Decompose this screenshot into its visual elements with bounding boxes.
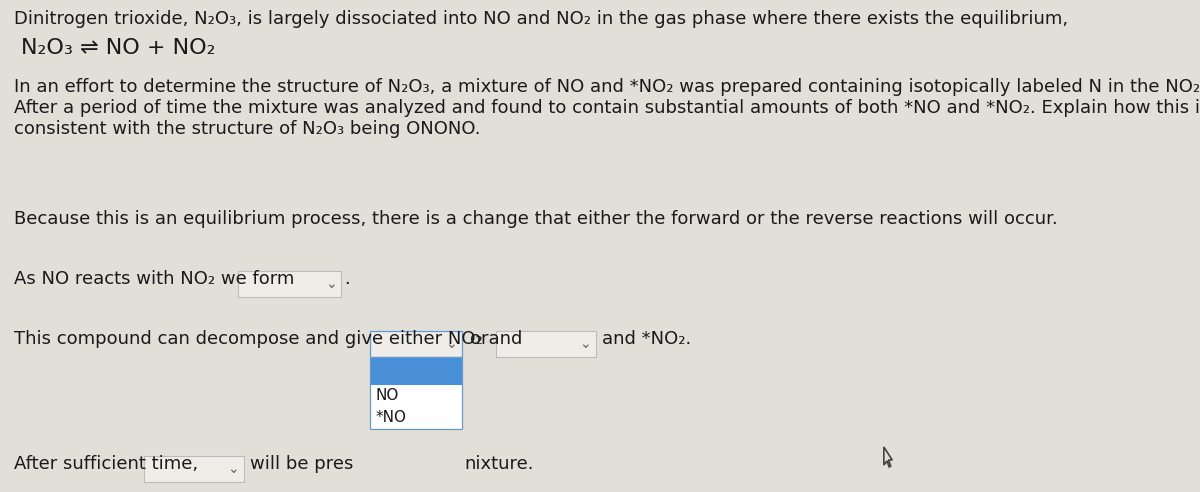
Bar <box>238 271 342 297</box>
Text: After a period of time the mixture was analyzed and found to contain substantial: After a period of time the mixture was a… <box>14 99 1200 117</box>
Text: will be pres: will be pres <box>250 455 354 473</box>
Text: nixture.: nixture. <box>464 455 534 473</box>
Text: ⌄: ⌄ <box>580 337 592 351</box>
Bar <box>144 456 244 482</box>
Text: As NO reacts with NO₂ we form: As NO reacts with NO₂ we form <box>14 270 294 288</box>
Text: .: . <box>344 270 350 288</box>
Bar <box>370 331 462 357</box>
Text: consistent with the structure of N₂O₃ being ONONO.: consistent with the structure of N₂O₃ be… <box>14 120 480 138</box>
Text: After sufficient time,: After sufficient time, <box>14 455 198 473</box>
Text: ⌄: ⌄ <box>325 277 336 291</box>
Bar <box>370 385 462 429</box>
Text: N₂O₃ ⇌ NO + NO₂: N₂O₃ ⇌ NO + NO₂ <box>22 38 216 58</box>
Bar <box>370 357 462 385</box>
Text: *NO: *NO <box>376 410 407 425</box>
Bar <box>497 331 596 357</box>
Text: ⌄: ⌄ <box>445 337 457 351</box>
Bar <box>370 357 462 429</box>
Text: This compound can decompose and give either NO₂ and: This compound can decompose and give eit… <box>14 330 522 348</box>
Text: In an effort to determine the structure of N₂O₃, a mixture of NO and *NO₂ was pr: In an effort to determine the structure … <box>14 78 1200 96</box>
Text: NO: NO <box>376 388 400 403</box>
Text: or: or <box>469 330 488 348</box>
Text: and *NO₂.: and *NO₂. <box>602 330 691 348</box>
Text: Because this is an equilibrium process, there is a change that either the forwar: Because this is an equilibrium process, … <box>14 210 1057 228</box>
Text: ⌄: ⌄ <box>228 462 239 476</box>
Text: Dinitrogen trioxide, N₂O₃, is largely dissociated into NO and NO₂ in the gas pha: Dinitrogen trioxide, N₂O₃, is largely di… <box>14 10 1068 28</box>
